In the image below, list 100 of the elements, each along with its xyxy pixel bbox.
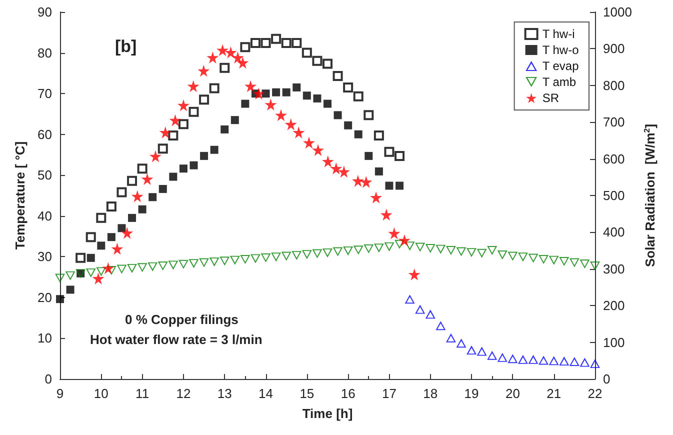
y2-tick-label: 400 <box>603 224 625 240</box>
point <box>169 114 182 126</box>
point <box>466 248 477 258</box>
x-tick-label: 13 <box>217 386 232 401</box>
point <box>272 88 280 96</box>
point <box>158 262 168 271</box>
point <box>404 294 415 304</box>
x-tick-label: 19 <box>464 386 479 401</box>
point <box>313 94 322 102</box>
x-tick-label: 12 <box>176 386 191 401</box>
point <box>388 227 400 240</box>
point <box>590 262 600 271</box>
point <box>425 244 436 254</box>
point <box>302 48 312 58</box>
point <box>86 232 96 242</box>
point <box>284 118 297 130</box>
point <box>322 155 334 168</box>
point <box>338 166 350 178</box>
y-tick-label: 10 <box>38 330 52 346</box>
x-tick-label: 20 <box>505 386 520 401</box>
point <box>436 321 446 330</box>
point <box>590 359 600 368</box>
legend-label: T hw-i <box>542 27 575 41</box>
point <box>415 304 426 314</box>
point <box>220 125 229 134</box>
point <box>216 44 229 56</box>
point <box>96 212 106 223</box>
point <box>456 338 466 348</box>
point <box>559 356 570 366</box>
point <box>353 91 364 102</box>
point <box>107 233 116 242</box>
point <box>364 152 373 160</box>
y2-tick-label: 100 <box>603 334 625 350</box>
point <box>220 256 230 266</box>
point <box>292 250 302 260</box>
point <box>446 246 456 256</box>
x-tick-label: 11 <box>136 386 150 401</box>
point <box>127 176 138 186</box>
annotation: [b] <box>115 37 137 56</box>
point <box>398 234 410 246</box>
y-tick-label: 70 <box>38 86 52 102</box>
point <box>312 56 322 66</box>
point <box>343 246 354 256</box>
x-tick-label: 21 <box>546 386 562 401</box>
point <box>240 42 250 52</box>
point <box>353 246 364 255</box>
point <box>206 52 219 64</box>
point <box>66 286 74 294</box>
point <box>236 56 249 69</box>
y-tick-label: 20 <box>38 290 52 305</box>
point <box>360 176 372 188</box>
point <box>374 130 384 141</box>
point <box>518 252 528 262</box>
y-tick-label: 0 <box>44 372 52 386</box>
point <box>354 130 362 138</box>
y-tick-label: 60 <box>38 126 52 142</box>
point <box>148 262 158 272</box>
point <box>148 193 157 202</box>
point <box>343 82 354 92</box>
point <box>131 190 144 202</box>
y2-tick-label: 900 <box>603 41 625 56</box>
y2-tick-label: 300 <box>603 261 625 276</box>
point <box>487 350 498 360</box>
point <box>190 161 198 170</box>
point <box>352 174 364 187</box>
y2-tick-label: 200 <box>603 298 625 314</box>
y-tick-label: 90 <box>38 4 52 20</box>
point <box>396 182 404 190</box>
point <box>538 255 549 264</box>
x-tick-label: 10 <box>94 386 108 401</box>
point <box>262 90 270 98</box>
point <box>518 354 528 364</box>
y-tick-label: 30 <box>38 249 52 264</box>
point <box>177 99 190 112</box>
point <box>209 257 220 266</box>
point <box>210 146 218 154</box>
x-tick-label: 9 <box>56 386 64 401</box>
point <box>240 255 250 264</box>
point <box>580 260 590 269</box>
point <box>102 262 114 274</box>
legend-label: T evap <box>542 59 580 73</box>
y-tick-label: 80 <box>38 45 52 60</box>
point <box>220 62 230 73</box>
point <box>65 271 76 280</box>
point <box>158 144 168 154</box>
point <box>394 150 405 161</box>
point <box>374 244 384 253</box>
point <box>168 130 178 141</box>
point <box>292 83 301 92</box>
point <box>137 263 148 272</box>
point <box>260 253 271 262</box>
point <box>121 226 134 239</box>
point <box>312 144 324 156</box>
point <box>137 164 148 174</box>
point <box>281 38 292 48</box>
point <box>425 310 436 319</box>
point <box>384 146 394 157</box>
point <box>241 100 250 108</box>
point <box>92 272 104 284</box>
point <box>97 242 106 250</box>
